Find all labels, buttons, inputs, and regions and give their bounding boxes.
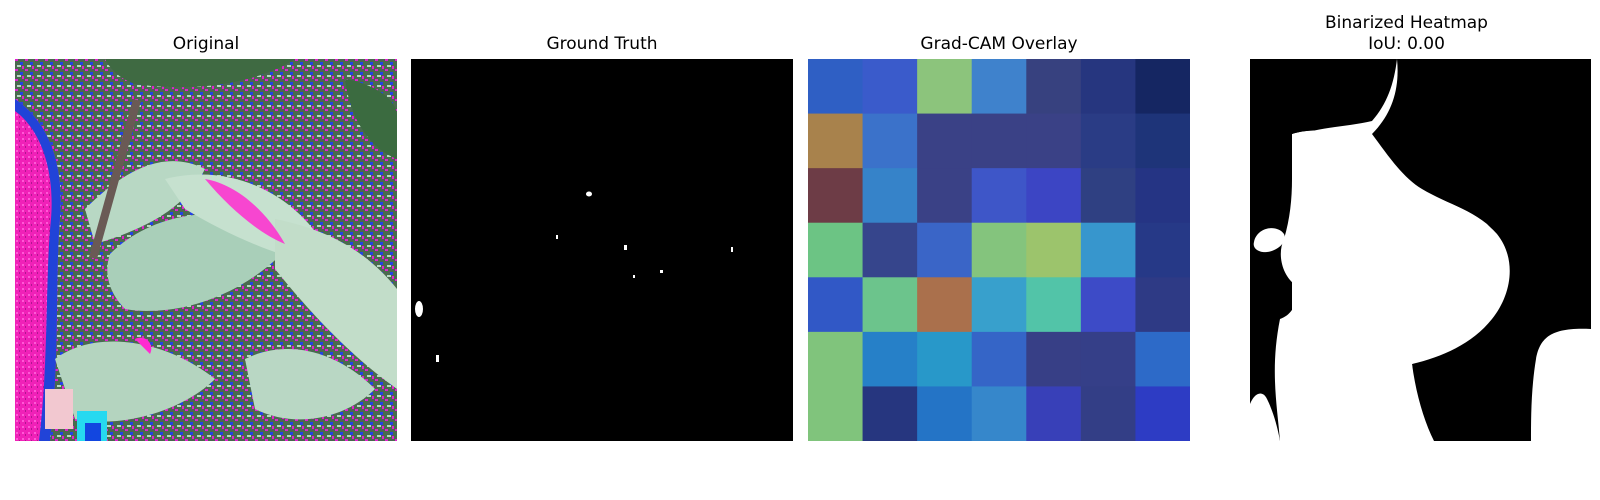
gradcam-cell xyxy=(971,277,1027,333)
gradcam-cell xyxy=(1135,113,1190,169)
gradcam-cell xyxy=(1026,113,1082,169)
gradcam-cell xyxy=(917,331,973,387)
gradcam-cell xyxy=(917,113,973,169)
gradcam-cell xyxy=(862,113,918,169)
gradcam-cell xyxy=(1135,59,1190,115)
gradcam-cell xyxy=(862,59,918,115)
gradcam-cell xyxy=(1080,331,1136,387)
gradcam-cell xyxy=(1080,222,1136,278)
gradcam-cell xyxy=(808,386,864,441)
gradcam-cell xyxy=(917,386,973,441)
gradcam-cell xyxy=(862,168,918,224)
gradcam-cell xyxy=(862,222,918,278)
gradcam-cell xyxy=(808,168,864,224)
gradcam-cell xyxy=(808,59,864,115)
gradcam-overlay-grid xyxy=(808,59,1190,441)
panel-subtitle-iou: IoU: 0.00 xyxy=(1368,34,1445,54)
gradcam-cell xyxy=(971,222,1027,278)
gradcam-cell xyxy=(1026,168,1082,224)
gradcam-cell xyxy=(917,222,973,278)
gradcam-cell xyxy=(1080,386,1136,441)
gradcam-cell xyxy=(808,113,864,169)
gradcam-cell xyxy=(971,331,1027,387)
ground-truth-mask xyxy=(411,59,793,441)
gradcam-cell xyxy=(1026,59,1082,115)
gradcam-cell xyxy=(1135,277,1190,333)
gradcam-cell xyxy=(971,113,1027,169)
gradcam-cell xyxy=(971,386,1027,441)
panel-title-binarized-heatmap: Binarized Heatmap xyxy=(1325,13,1488,33)
gradcam-cell xyxy=(1026,277,1082,333)
gradcam-cell xyxy=(862,331,918,387)
panel-title-ground-truth: Ground Truth xyxy=(546,34,658,54)
gradcam-cell xyxy=(917,168,973,224)
panel-title-gradcam-overlay: Grad-CAM Overlay xyxy=(920,34,1078,54)
panel-title-original: Original xyxy=(172,34,240,54)
gradcam-cell xyxy=(917,277,973,333)
gradcam-cell xyxy=(808,331,864,387)
gradcam-cell xyxy=(1080,59,1136,115)
gradcam-cell xyxy=(862,277,918,333)
gradcam-cell xyxy=(971,59,1027,115)
gradcam-cell xyxy=(917,59,973,115)
gradcam-cell xyxy=(1026,222,1082,278)
gradcam-cell xyxy=(808,277,864,333)
gradcam-cell xyxy=(862,386,918,441)
gradcam-cell xyxy=(808,222,864,278)
gradcam-cell xyxy=(1080,277,1136,333)
original-image xyxy=(15,59,397,441)
gradcam-cell xyxy=(1135,331,1190,387)
gradcam-cell xyxy=(1080,113,1136,169)
gradcam-cell xyxy=(1135,222,1190,278)
gradcam-cell xyxy=(1026,331,1082,387)
gradcam-cell xyxy=(1026,386,1082,441)
gradcam-cell xyxy=(1080,168,1136,224)
gradcam-cell xyxy=(1135,386,1190,441)
gradcam-cell xyxy=(1135,168,1190,224)
binarized-heatmap xyxy=(1222,59,1591,441)
gradcam-cell xyxy=(971,168,1027,224)
